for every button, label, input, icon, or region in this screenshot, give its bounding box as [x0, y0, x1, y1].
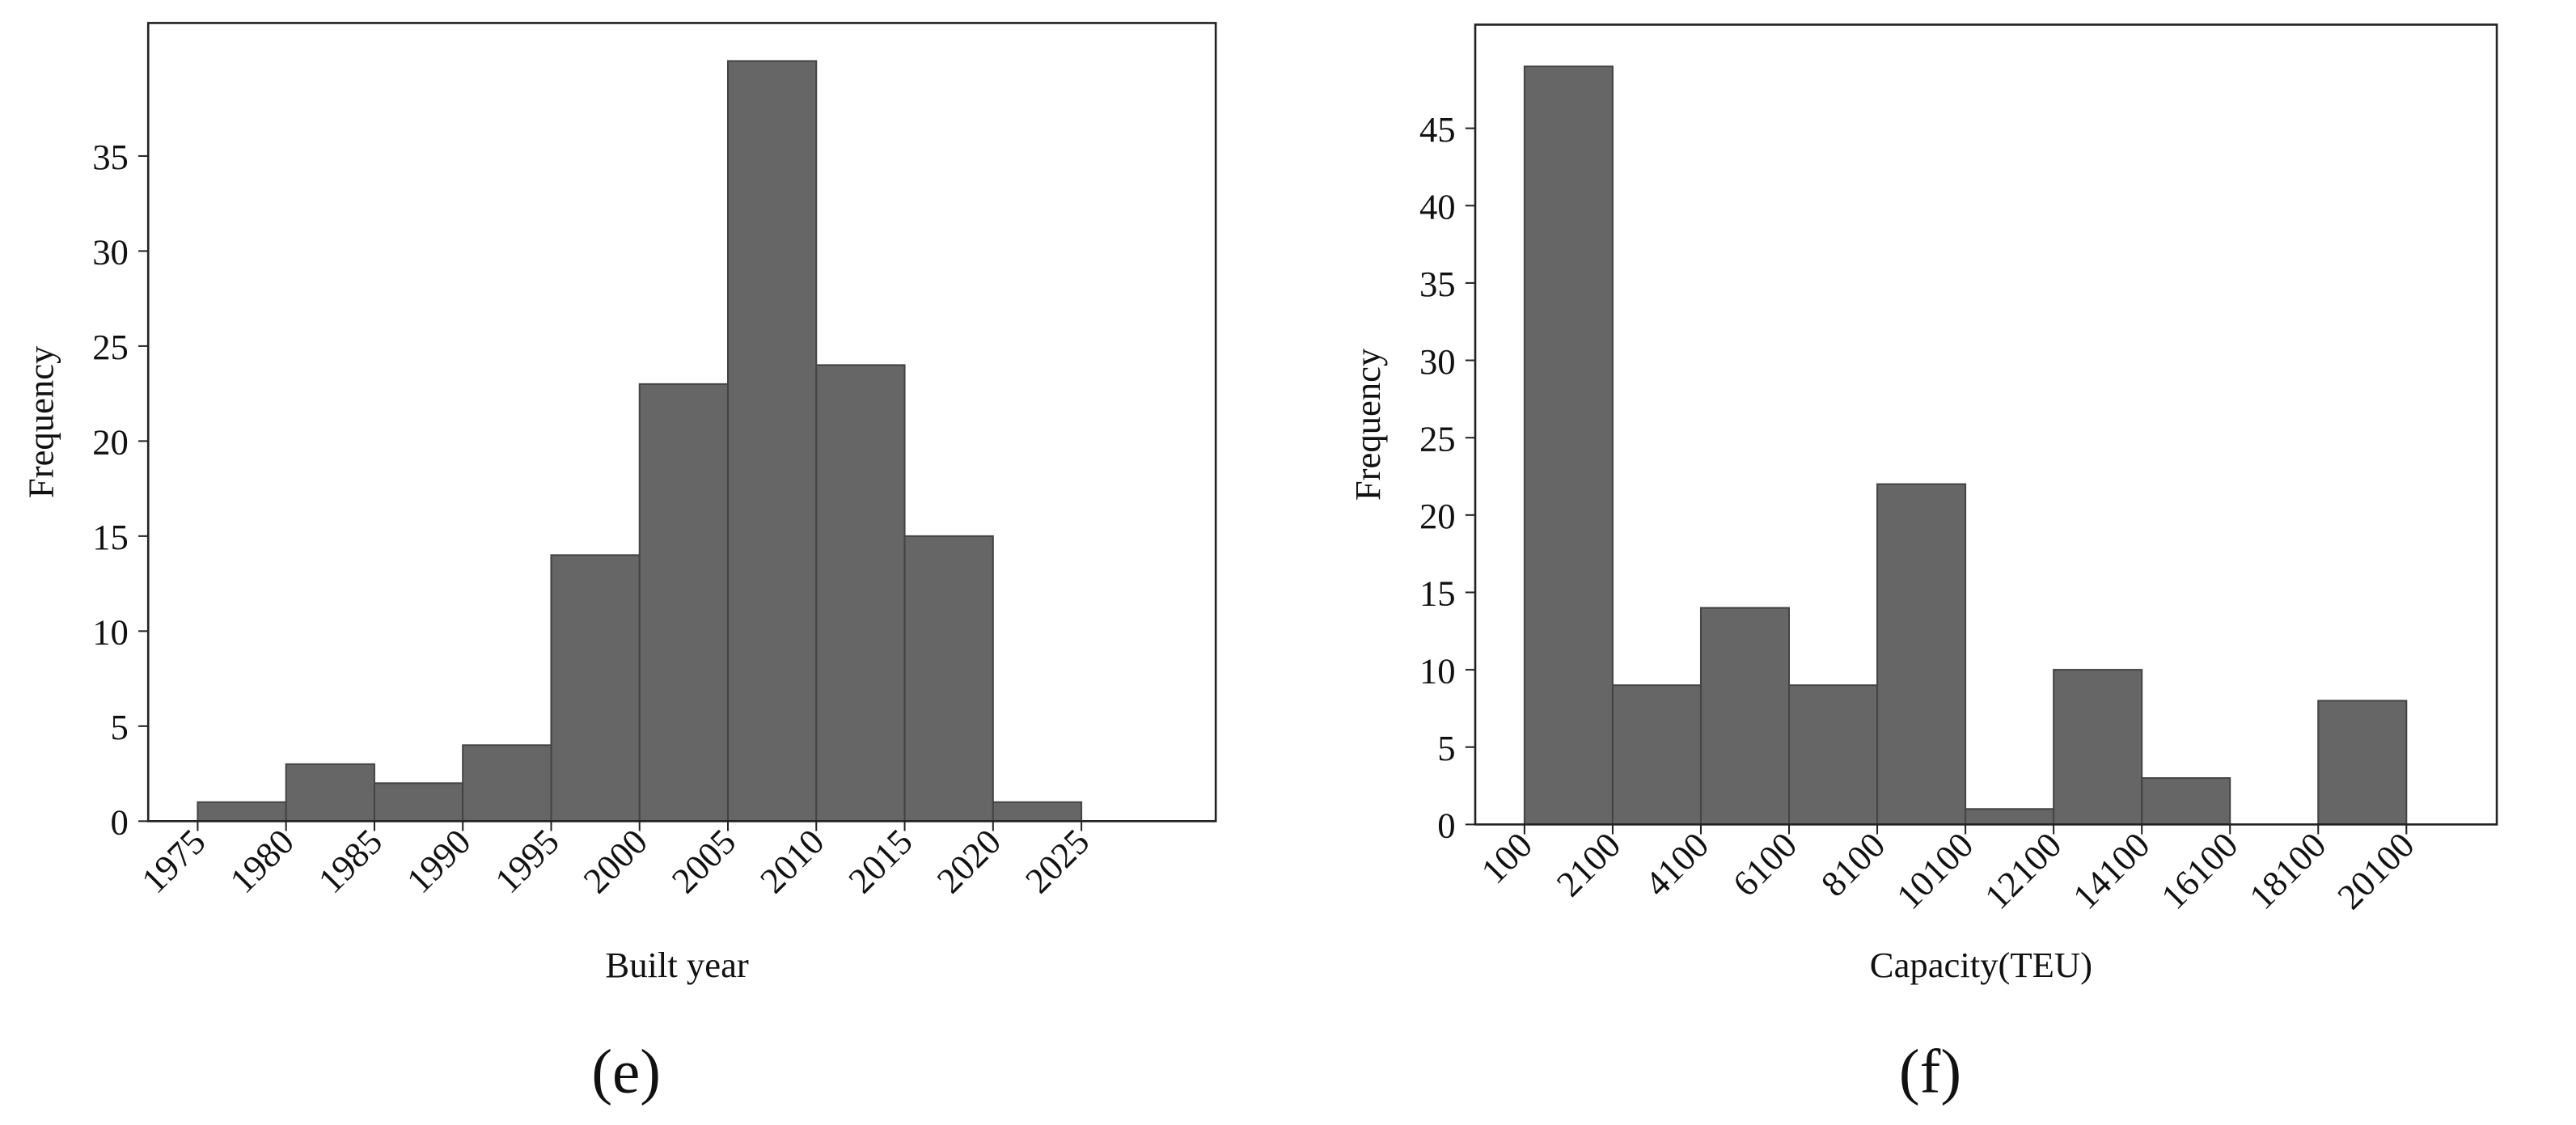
y-tick-label: 30	[1419, 341, 1456, 382]
x-tick-label: 4100	[1637, 825, 1717, 905]
y-tick-label: 0	[111, 802, 129, 843]
panel-label: (e)	[591, 1036, 661, 1106]
y-tick-label: 5	[111, 707, 129, 747]
bar	[992, 801, 1083, 823]
y-tick-label: 15	[1419, 573, 1456, 614]
x-axis-label: Built year	[605, 945, 748, 985]
panel-label: (f)	[1899, 1036, 1961, 1106]
x-tick-label: 8100	[1813, 825, 1893, 905]
y-tick-label: 20	[1419, 496, 1456, 536]
x-tick-label: 2100	[1549, 825, 1629, 905]
bar	[550, 554, 641, 823]
x-tick-label: 10100	[1889, 825, 1981, 917]
x-tick-label: 6100	[1725, 825, 1805, 905]
x-tick-label: 1975	[133, 821, 214, 901]
x-tick-label: 2025	[1017, 821, 1098, 901]
x-tick-label: 12100	[1977, 825, 2069, 917]
plot-frame	[1474, 23, 2498, 826]
x-tick-label: 1995	[487, 821, 567, 901]
bar	[197, 801, 287, 823]
x-tick-label: 2000	[575, 821, 655, 901]
bar	[2317, 700, 2408, 826]
bar	[1523, 66, 1614, 826]
y-tick-label: 0	[1437, 806, 1455, 846]
bar	[1876, 483, 1967, 826]
x-tick-label: 20100	[2329, 825, 2422, 917]
y-axis-label: Frequency	[1347, 348, 1388, 501]
y-tick-label: 10	[1419, 650, 1456, 691]
bar	[2141, 776, 2231, 826]
bar	[1611, 684, 1702, 826]
y-tick-label: 15	[92, 517, 129, 557]
plot-frame	[146, 22, 1217, 823]
bar	[1965, 808, 2055, 826]
y-tick-label: 45	[1419, 109, 1456, 150]
bar	[726, 60, 818, 823]
y-axis-label: Frequency	[20, 345, 61, 498]
x-tick-label: 2020	[929, 821, 1009, 901]
bar	[1787, 684, 1879, 826]
x-tick-label: 1990	[399, 821, 479, 901]
y-tick-label: 35	[92, 137, 129, 177]
x-tick-label: 14100	[2065, 825, 2157, 917]
x-tick-label: 16100	[2153, 825, 2245, 917]
x-tick-label: 1980	[222, 821, 302, 901]
x-tick-label: 100	[1473, 825, 1540, 892]
bar	[903, 535, 994, 823]
y-tick-label: 35	[1419, 264, 1456, 304]
y-tick-label: 5	[1437, 728, 1455, 768]
bar	[638, 383, 730, 823]
x-tick-label: 2010	[752, 821, 832, 901]
y-tick-label: 25	[92, 327, 129, 367]
bar	[462, 744, 552, 823]
y-tick-label: 30	[92, 232, 129, 273]
bar	[815, 364, 906, 823]
x-axis-label: Capacity(TEU)	[1870, 945, 2092, 985]
x-tick-label: 2015	[840, 821, 920, 901]
bar	[1699, 607, 1791, 826]
bar	[2053, 669, 2143, 826]
x-tick-label: 2005	[664, 821, 744, 901]
bar	[285, 763, 375, 823]
y-tick-label: 10	[92, 612, 129, 653]
x-tick-label: 1985	[311, 821, 391, 901]
bar	[373, 782, 464, 823]
y-tick-label: 20	[92, 422, 129, 463]
x-tick-label: 18100	[2241, 825, 2333, 917]
y-tick-label: 25	[1419, 418, 1456, 459]
y-tick-label: 40	[1419, 187, 1456, 227]
